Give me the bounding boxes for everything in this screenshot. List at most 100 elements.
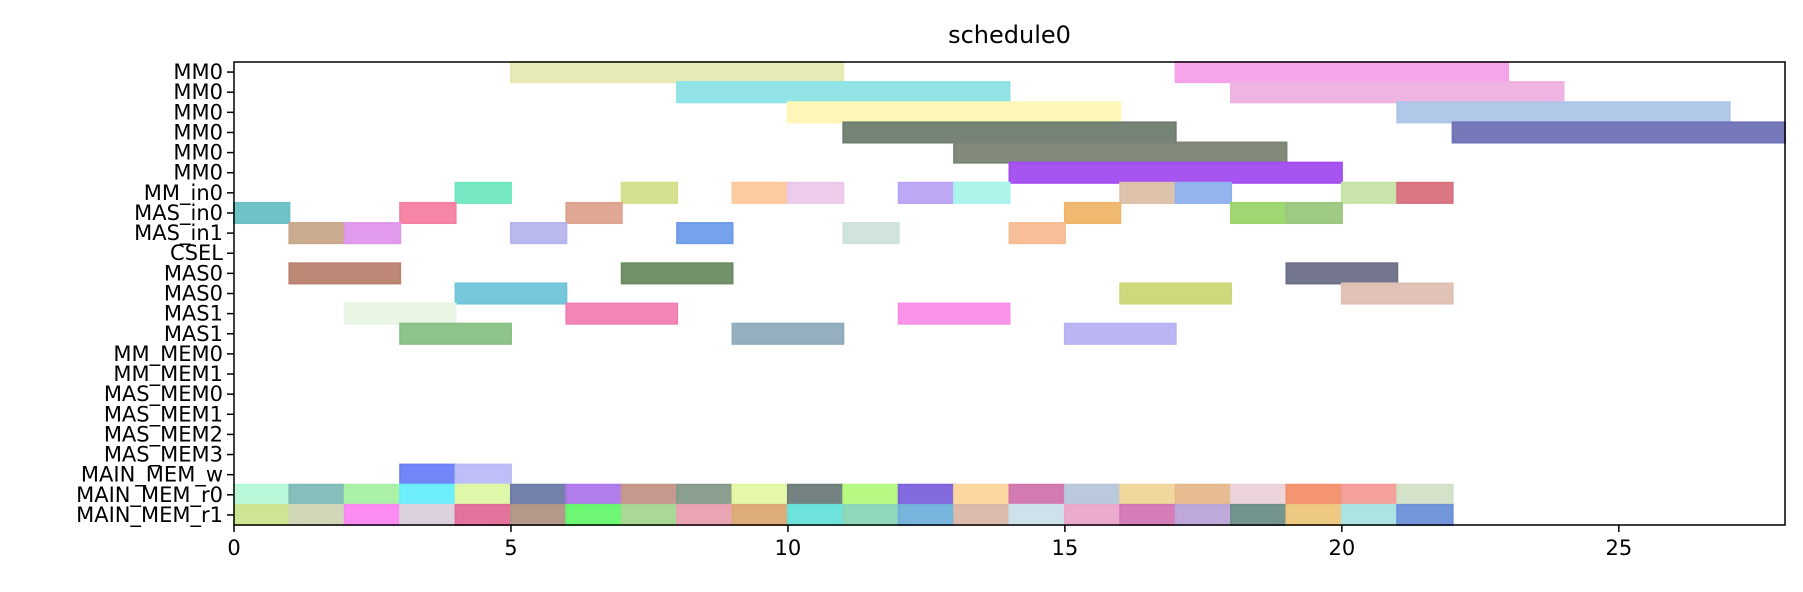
- task-bar: [399, 503, 457, 527]
- y-tick-label: MM0: [173, 80, 223, 104]
- y-tick-label: MM_in0: [144, 181, 223, 206]
- chart-title: schedule0: [948, 21, 1071, 49]
- y-tick-label: MM0: [173, 161, 223, 185]
- y-tick-label: MAS_MEM3: [104, 443, 223, 468]
- y-tick-label: MAS1: [164, 322, 223, 346]
- task-bar: [1230, 483, 1288, 506]
- task-bar: [343, 302, 457, 325]
- task-bar: [1285, 483, 1343, 506]
- task-bar: [731, 483, 789, 506]
- task-bar: [1174, 181, 1233, 204]
- task-bar: [1285, 201, 1343, 225]
- task-bar: [953, 483, 1011, 506]
- task-bar: [1008, 503, 1066, 527]
- y-tick-label: MM0: [173, 141, 223, 165]
- task-bar: [1340, 503, 1399, 527]
- x-tick-label: 0: [227, 536, 240, 560]
- task-bar: [288, 262, 402, 285]
- y-tick-label: MAS_in1: [134, 221, 223, 246]
- task-bar: [1119, 282, 1233, 305]
- task-bar: [1396, 101, 1731, 124]
- task-bar: [620, 262, 734, 285]
- task-bar: [1230, 201, 1288, 225]
- task-bar: [1340, 181, 1399, 204]
- task-bar: [1230, 81, 1565, 104]
- task-bar: [1063, 201, 1122, 225]
- task-bar: [786, 483, 845, 506]
- task-bar: [1285, 262, 1399, 285]
- task-bar: [1063, 503, 1122, 527]
- y-tick-label: MAS0: [164, 282, 223, 306]
- task-bar: [399, 201, 457, 225]
- task-bar: [1230, 503, 1288, 527]
- task-bar: [509, 483, 568, 506]
- y-tick-label: MAIN_MEM_r1: [76, 503, 223, 528]
- task-bar: [1396, 503, 1454, 527]
- task-bar: [897, 181, 956, 204]
- x-tick-label: 10: [775, 536, 802, 560]
- task-bar: [1063, 483, 1122, 506]
- y-tick-label: MM0: [173, 60, 223, 84]
- x-tick-label: 20: [1328, 536, 1355, 560]
- task-bar: [842, 222, 900, 245]
- y-tick-label: MAS0: [164, 261, 223, 285]
- task-bar: [233, 483, 291, 506]
- task-bar: [565, 201, 623, 225]
- y-tick-label: MM_MEM1: [113, 362, 223, 387]
- y-tick-label: MAIN_MEM_r0: [76, 483, 223, 508]
- x-tick-label: 5: [504, 536, 517, 560]
- task-bar: [620, 181, 679, 204]
- task-bar: [786, 503, 845, 527]
- y-tick-label: CSEL: [170, 241, 223, 265]
- task-bar: [288, 503, 346, 527]
- task-bar: [1396, 483, 1454, 506]
- x-tick-label: 25: [1605, 536, 1632, 560]
- task-bar: [509, 61, 845, 84]
- task-bar: [676, 222, 734, 245]
- task-bar: [343, 503, 402, 527]
- y-tick-label: MAS_MEM1: [104, 402, 223, 427]
- task-bar: [842, 483, 900, 506]
- task-bar: [288, 222, 346, 245]
- task-bar: [676, 81, 1011, 104]
- task-bar: [509, 503, 568, 527]
- task-bar: [786, 101, 1122, 124]
- task-bar: [1174, 483, 1233, 506]
- task-bar: [454, 463, 512, 486]
- task-bar: [399, 483, 457, 506]
- x-axis: 0 5 10 15 20 25: [227, 525, 1632, 560]
- task-bar: [897, 503, 956, 527]
- task-bar: [288, 483, 346, 506]
- task-bar: [897, 483, 956, 506]
- task-bar: [1119, 503, 1177, 527]
- y-axis: MM0MM0MM0MM0MM0MM0MM_in0MAS_in0MAS_in1CS…: [76, 60, 234, 528]
- task-bar: [1174, 61, 1510, 84]
- task-bar: [953, 503, 1011, 527]
- task-bar: [842, 503, 900, 527]
- task-bar: [565, 483, 623, 506]
- y-tick-label: MM0: [173, 120, 223, 144]
- x-tick-label: 15: [1052, 536, 1079, 560]
- task-bar: [343, 483, 402, 506]
- task-bar: [1008, 161, 1343, 184]
- task-bars: [233, 61, 1786, 527]
- task-bar: [399, 463, 457, 486]
- task-bar: [1285, 503, 1343, 527]
- y-tick-label: MM0: [173, 100, 223, 124]
- task-bar: [233, 201, 291, 225]
- task-bar: [842, 121, 1177, 144]
- task-bar: [1396, 181, 1454, 204]
- task-bar: [676, 503, 734, 527]
- y-tick-label: MAS_in0: [134, 201, 223, 226]
- y-tick-label: MAS_MEM2: [104, 422, 223, 447]
- task-bar: [620, 483, 679, 506]
- task-bar: [676, 483, 734, 506]
- task-bar: [953, 181, 1011, 204]
- task-bar: [509, 222, 568, 245]
- task-bar: [565, 302, 679, 325]
- task-bar: [1008, 222, 1066, 245]
- task-bar: [1340, 483, 1399, 506]
- task-bar: [731, 503, 789, 527]
- task-bar: [731, 322, 845, 345]
